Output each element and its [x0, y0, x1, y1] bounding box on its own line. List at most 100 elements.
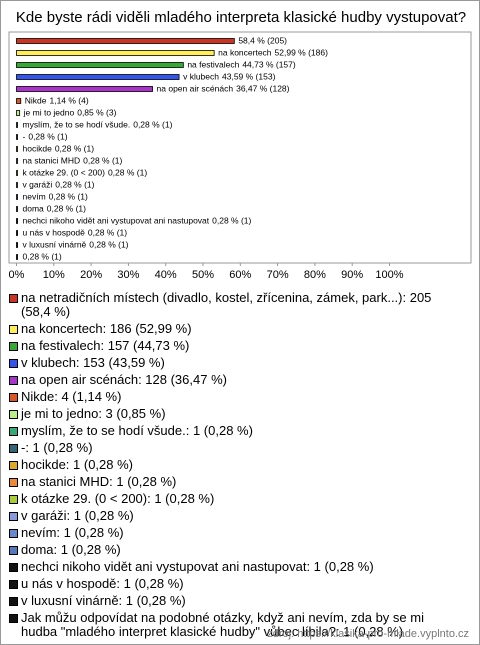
bar	[16, 50, 215, 56]
legend-swatch	[9, 325, 18, 334]
category-label: doma	[23, 204, 45, 214]
legend-label: na netradičních místech (divadlo, kostel…	[21, 290, 432, 319]
bar	[16, 158, 18, 164]
value-label: 52,99 % (186)	[275, 48, 329, 58]
bar	[16, 182, 18, 188]
value-label: 0,85 % (3)	[77, 108, 116, 118]
legend-swatch	[9, 563, 18, 572]
legend-swatch	[9, 444, 18, 453]
x-tick-label: 40%	[155, 269, 177, 281]
legend-label: k otázke 29. (0 < 200): 1 (0,28 %)	[21, 491, 215, 506]
legend-item: k otázke 29. (0 < 200): 1 (0,28 %)	[9, 492, 454, 506]
legend-item: Nikde: 4 (1,14 %)	[9, 390, 454, 404]
bar-label: v luxusní vinárně 0,28 % (1)	[23, 240, 129, 250]
legend-label: nechci nikoho vidět ani vystupovat ani n…	[21, 559, 374, 574]
legend-item: myslím, že to se hodí všude.: 1 (0,28 %)	[9, 424, 454, 438]
legend-swatch	[9, 529, 18, 538]
bar-label: hocikde 0,28 % (1)	[23, 144, 95, 154]
category-label: v garáži	[23, 180, 53, 190]
value-label: 0,28 % (1)	[28, 132, 67, 142]
value-label: 0,28 % (1)	[55, 180, 94, 190]
value-label: 36,47 % (128)	[236, 84, 290, 94]
legend-label: u nás v hospodě: 1 (0,28 %)	[21, 576, 184, 591]
bar-label: nechci nikoho vidět ani vystupovat ani n…	[23, 216, 252, 226]
bar-label: 58,4 % (205)	[238, 36, 287, 46]
legend-label: nevím: 1 (0,28 %)	[21, 525, 124, 540]
legend-label: v klubech: 153 (43,59 %)	[21, 355, 165, 370]
x-tick-label: 10%	[43, 269, 65, 281]
bar	[16, 134, 18, 140]
bar-label: u nás v hospodě 0,28 % (1)	[23, 228, 128, 238]
bar-label: na festivalech 44,73 % (157)	[187, 60, 296, 70]
category-label: k otázke 29. (0 < 200)	[23, 168, 106, 178]
legend-item: -: 1 (0,28 %)	[9, 441, 454, 455]
x-tick-label: 20%	[80, 269, 102, 281]
bar	[16, 230, 18, 236]
category-label: v luxusní vinárně	[23, 240, 87, 250]
legend-label: je mi to jedno: 3 (0,85 %)	[21, 406, 166, 421]
legend-label: na koncertech: 186 (52,99 %)	[21, 321, 192, 336]
bar	[16, 194, 18, 200]
legend-label: na stanici MHD: 1 (0,28 %)	[21, 474, 177, 489]
x-tick-label: 0%	[9, 269, 25, 281]
legend-item: na koncertech: 186 (52,99 %)	[9, 322, 454, 336]
legend-item: na open air scénách: 128 (36,47 %)	[9, 373, 454, 387]
value-label: 58,4 % (205)	[238, 36, 287, 46]
category-label: na open air scénách	[157, 84, 234, 94]
legend-swatch	[9, 376, 18, 385]
bar-label: je mi to jedno 0,85 % (3)	[23, 108, 117, 118]
legend-item: v luxusní vinárně: 1 (0,28 %)	[9, 594, 454, 608]
legend-item: v klubech: 153 (43,59 %)	[9, 356, 454, 370]
value-label: 0,28 % (1)	[89, 240, 128, 250]
x-tick-label: 70%	[267, 269, 289, 281]
legend-label: -: 1 (0,28 %)	[21, 440, 93, 455]
x-tick-label: 90%	[341, 269, 363, 281]
category-label: na stanici MHD	[23, 156, 81, 166]
legend-label: doma: 1 (0,28 %)	[21, 542, 121, 557]
value-label: 0,28 % (1)	[88, 228, 127, 238]
legend-item: u nás v hospodě: 1 (0,28 %)	[9, 577, 454, 591]
category-label: je mi to jedno	[23, 108, 75, 118]
bar-label: na stanici MHD 0,28 % (1)	[23, 156, 123, 166]
legend-swatch	[9, 294, 18, 303]
legend-item: v garáži: 1 (0,28 %)	[9, 509, 454, 523]
category-label: na koncertech	[218, 48, 272, 58]
x-tick-label: 80%	[304, 269, 326, 281]
legend-swatch	[9, 614, 18, 623]
category-label: -	[23, 132, 26, 142]
category-label: Nikde	[25, 96, 47, 106]
legend-label: Jak můžu odpovídat na podobné otázky, kd…	[21, 610, 424, 639]
value-label: 0,28 % (1)	[55, 144, 94, 154]
value-label: 0,28 % (1)	[108, 168, 147, 178]
legend-item: nechci nikoho vidět ani vystupovat ani n…	[9, 560, 454, 574]
x-tick-label: 50%	[192, 269, 214, 281]
legend-swatch	[9, 512, 18, 521]
value-label: 0,28 % (1)	[133, 120, 172, 130]
category-label: nechci nikoho vidět ani vystupovat ani n…	[23, 216, 210, 226]
value-label: 0,28 % (1)	[83, 156, 122, 166]
legend-label: hocikde: 1 (0,28 %)	[21, 457, 134, 472]
category-label: na festivalech	[187, 60, 239, 70]
legend-item: hocikde: 1 (0,28 %)	[9, 458, 454, 472]
bar-label: myslím, že to se hodí všude. 0,28 % (1)	[23, 120, 173, 130]
bar	[16, 206, 18, 212]
bar	[16, 62, 184, 68]
legend-item: doma: 1 (0,28 %)	[9, 543, 454, 557]
legend-swatch	[9, 342, 18, 351]
bar	[16, 218, 18, 224]
bar-label: k otázke 29. (0 < 200) 0,28 % (1)	[23, 168, 148, 178]
bar-label: Nikde 1,14 % (4)	[25, 96, 89, 106]
bar-label: v garáži 0,28 % (1)	[23, 180, 95, 190]
value-label: 43,59 % (153)	[222, 72, 276, 82]
bar	[16, 74, 180, 80]
bar-label: nevím 0,28 % (1)	[23, 192, 89, 202]
legend-swatch	[9, 478, 18, 487]
bar	[16, 254, 18, 260]
source: zdroj: https://klasika-pro-mlade.vyplnto…	[267, 628, 469, 640]
legend-item: na stanici MHD: 1 (0,28 %)	[9, 475, 454, 489]
legend-swatch	[9, 427, 18, 436]
bar	[16, 98, 22, 104]
legend-label: na festivalech: 157 (44,73 %)	[21, 338, 190, 353]
bar	[16, 146, 18, 152]
